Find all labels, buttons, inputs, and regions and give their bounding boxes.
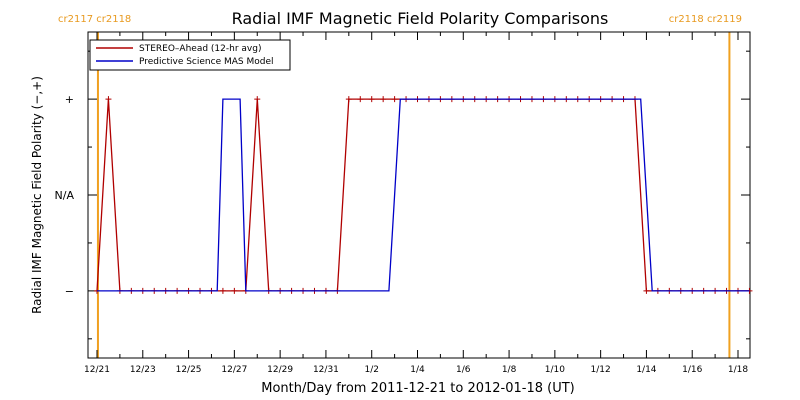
legend-box <box>89 39 291 71</box>
x-tick-label: 12/31 <box>313 365 339 375</box>
x-tick-label: 1/16 <box>682 365 702 375</box>
y-tick-label: N/A <box>55 189 75 202</box>
stereo-ahead-point <box>345 96 352 103</box>
x-tick-label: 12/21 <box>84 365 110 375</box>
plot-frame <box>87 31 751 359</box>
stereo-ahead-point <box>643 287 650 294</box>
x-axis-ticks: 12/21 12/23 12/25 12/27 12/29 12/31 1/2 1/4 1/6 1… <box>84 32 748 375</box>
stereo-ahead-line <box>96 98 750 292</box>
y-tick-label: + <box>65 93 74 106</box>
stereo-ahead-point <box>231 287 238 294</box>
x-axis-label: Month/Day from 2011-12-21 to 2012-01-18 … <box>261 381 574 396</box>
x-tick-label: 1/6 <box>456 365 471 375</box>
legend-label-mas: Predictive Science MAS Model <box>139 57 274 67</box>
chart-title: Radial IMF Magnetic Field Polarity Compa… <box>232 9 609 28</box>
series-layer <box>94 96 753 294</box>
x-tick-label: 1/12 <box>591 365 611 375</box>
cr-marker-label: cr2117 cr2118 <box>58 14 131 25</box>
carrington-rotation-markers: cr2117 cr2118 cr2118 cr2119 <box>58 14 742 358</box>
x-tick-label: 1/14 <box>636 365 656 375</box>
mas-model-line <box>97 98 750 292</box>
cr-marker-label: cr2118 cr2119 <box>669 14 742 25</box>
x-tick-label: 12/27 <box>221 365 247 375</box>
stereo-ahead-point <box>254 96 261 103</box>
y-axis-ticks: + N/A − <box>55 50 750 340</box>
x-tick-label: 1/10 <box>545 365 565 375</box>
x-tick-label: 1/18 <box>728 365 748 375</box>
x-tick-label: 12/23 <box>130 365 156 375</box>
x-tick-label: 1/4 <box>410 365 425 375</box>
x-tick-label: 1/8 <box>502 365 517 375</box>
x-tick-label: 12/29 <box>267 365 293 375</box>
x-tick-label: 12/25 <box>176 365 202 375</box>
stereo-ahead-point <box>357 96 364 103</box>
stereo-ahead-point <box>368 96 375 103</box>
y-tick-label: − <box>65 285 74 298</box>
legend-label-stereo: STEREO–Ahead (12-hr avg) <box>139 44 261 54</box>
stereo-ahead-point <box>219 287 226 294</box>
stereo-ahead-point <box>105 96 112 103</box>
stereo-ahead-point <box>380 96 387 103</box>
legend: STEREO–Ahead (12-hr avg) Predictive Scie… <box>89 39 291 71</box>
y-axis-label: Radial IMF Magnetic Field Polarity (−,+) <box>30 76 44 314</box>
x-tick-label: 1/2 <box>364 365 378 375</box>
stereo-ahead-point <box>391 96 398 103</box>
